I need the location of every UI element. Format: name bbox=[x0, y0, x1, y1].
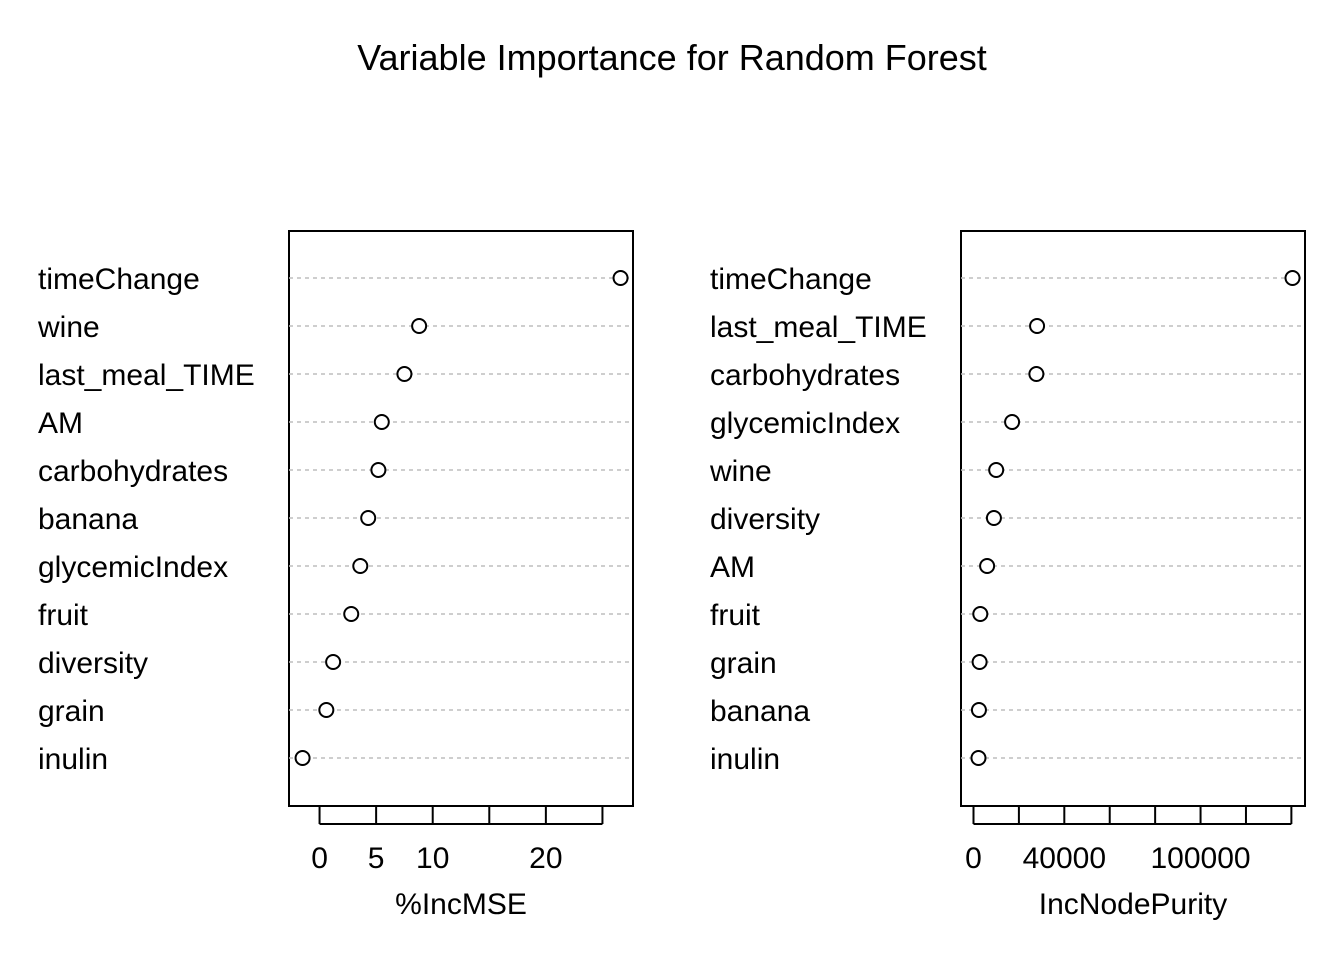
data-point bbox=[352, 558, 369, 574]
data-point bbox=[318, 702, 335, 718]
variable-label: last_meal_TIME bbox=[38, 359, 255, 392]
data-point bbox=[1284, 270, 1301, 286]
x-tick-label: 40000 bbox=[1023, 842, 1106, 875]
variable-label: inulin bbox=[38, 743, 108, 776]
x-tick-label: 10 bbox=[416, 842, 449, 875]
data-point bbox=[360, 510, 377, 526]
variable-label: wine bbox=[709, 455, 772, 488]
x-tick-label: 20 bbox=[529, 842, 562, 875]
data-point bbox=[971, 654, 988, 670]
variable-label: AM bbox=[710, 551, 755, 584]
variable-label: timeChange bbox=[710, 263, 872, 296]
variable-label: wine bbox=[37, 311, 100, 344]
variable-label: glycemicIndex bbox=[710, 407, 900, 440]
data-point bbox=[411, 318, 428, 334]
variable-label: timeChange bbox=[38, 263, 200, 296]
x-tick-label: 5 bbox=[368, 842, 385, 875]
data-point bbox=[373, 414, 390, 430]
data-point bbox=[343, 606, 360, 622]
data-point bbox=[294, 750, 311, 766]
variable-label: banana bbox=[710, 695, 810, 728]
data-point bbox=[970, 750, 987, 766]
x-axis-title: IncNodePurity bbox=[1039, 888, 1227, 921]
variable-label: carbohydrates bbox=[710, 359, 900, 392]
variable-label: diversity bbox=[38, 647, 148, 680]
data-point bbox=[396, 366, 413, 382]
data-point bbox=[979, 558, 996, 574]
data-point bbox=[1028, 366, 1045, 382]
data-point bbox=[370, 462, 387, 478]
variable-label: last_meal_TIME bbox=[710, 311, 927, 344]
panel-incnodepurity: timeChange last_meal_TIME carbohydrates gly… bbox=[709, 230, 1306, 921]
x-tick-label: 0 bbox=[311, 842, 328, 875]
variable-label: grain bbox=[38, 695, 105, 728]
data-point bbox=[972, 606, 989, 622]
data-point bbox=[612, 270, 629, 286]
data-point bbox=[970, 702, 987, 718]
data-point bbox=[1004, 414, 1021, 430]
variable-label: carbohydrates bbox=[38, 455, 228, 488]
data-point bbox=[325, 654, 342, 670]
x-tick-label: 100000 bbox=[1150, 842, 1250, 875]
x-axis-title: %IncMSE bbox=[395, 888, 527, 921]
variable-label: banana bbox=[38, 503, 138, 536]
chart-title: Variable Importance for Random Forest bbox=[357, 37, 987, 78]
data-point bbox=[988, 462, 1005, 478]
variable-label: glycemicIndex bbox=[38, 551, 228, 584]
variable-label: fruit bbox=[38, 599, 89, 632]
panel-incmse: timeChange wine last_meal_TIME AM carbohydra… bbox=[37, 230, 634, 921]
variable-label: fruit bbox=[710, 599, 761, 632]
variable-label: diversity bbox=[710, 503, 820, 536]
variable-label: grain bbox=[710, 647, 777, 680]
data-point bbox=[985, 510, 1002, 526]
data-point bbox=[1029, 318, 1046, 334]
x-tick-label: 0 bbox=[965, 842, 982, 875]
variable-label: inulin bbox=[710, 743, 780, 776]
variable-label: AM bbox=[38, 407, 83, 440]
